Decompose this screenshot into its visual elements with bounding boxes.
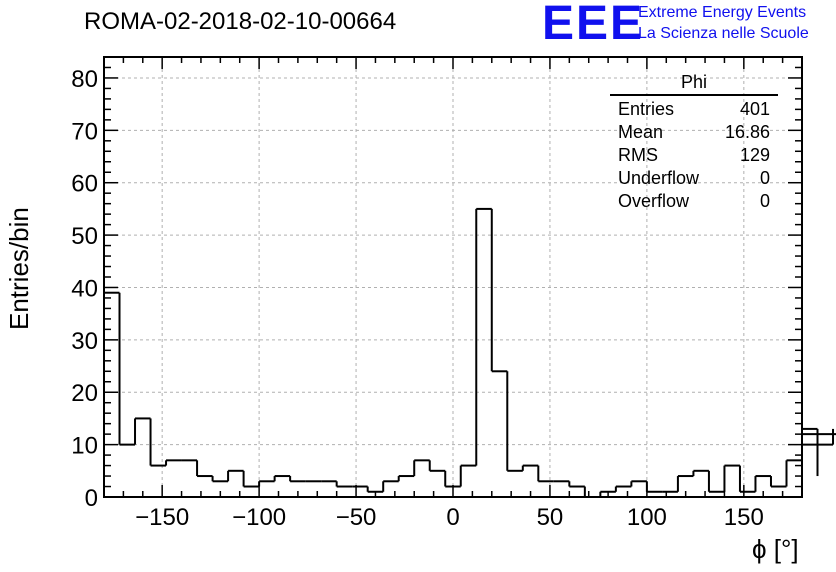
stats-title: Phi [610, 72, 778, 96]
stats-value: 401 [739, 99, 770, 119]
y-tick-label: 0 [85, 485, 98, 512]
stats-value: 129 [739, 145, 770, 165]
logo-caption-line1: Extreme Energy Events [638, 4, 807, 21]
stats-label: Mean [618, 122, 664, 142]
stats-row-underflow: Underflow 0 [610, 167, 778, 190]
stats-value: 0 [759, 191, 770, 211]
stats-label: Underflow [618, 168, 700, 188]
axis-layer: −150 −100 −50 0 50 100 150 0 10 20 30 40 50 60 70 80 [71, 56, 803, 531]
stats-box: Phi Entries 401 Mean 16.86 RMS 129 Under… [610, 72, 778, 213]
y-tick-label: 50 [71, 223, 98, 250]
x-tick-label: 0 [446, 504, 459, 531]
stats-row-entries: Entries 401 [610, 98, 778, 121]
y-tick-label: 60 [71, 171, 98, 198]
x-axis-label: ϕ [°] [752, 534, 799, 564]
stats-label: Entries [618, 99, 675, 119]
y-tick-label: 20 [71, 380, 98, 407]
x-tick-label: −100 [232, 504, 286, 531]
x-tick-label: −50 [336, 504, 377, 531]
y-axis-label: Entries/bin [4, 207, 34, 330]
eee-logo: EEE [542, 0, 645, 50]
chart-title: ROMA-02-2018-02-10-00664 [84, 8, 397, 35]
stats-value: 16.86 [724, 122, 770, 142]
stats-row-overflow: Overflow 0 [610, 190, 778, 213]
y-tick-label: 10 [71, 433, 98, 460]
stats-label: Overflow [618, 191, 690, 211]
x-tick-label: −150 [135, 504, 189, 531]
x-tick-label: 150 [724, 504, 764, 531]
x-tick-label: 50 [537, 504, 564, 531]
histogram-layer [103, 207, 836, 498]
grid-layer [104, 57, 802, 497]
logo-caption-line2: La Scienza nelle Scuole [638, 25, 809, 42]
y-tick-label: 80 [71, 66, 98, 93]
y-tick-label: 40 [71, 275, 98, 302]
stats-value: 0 [759, 168, 770, 188]
stats-row-mean: Mean 16.86 [610, 121, 778, 144]
stats-row-rms: RMS 129 [610, 144, 778, 167]
stats-label: RMS [618, 145, 658, 165]
y-tick-label: 70 [71, 118, 98, 145]
x-tick-label: 100 [627, 504, 667, 531]
y-tick-label: 30 [71, 328, 98, 355]
